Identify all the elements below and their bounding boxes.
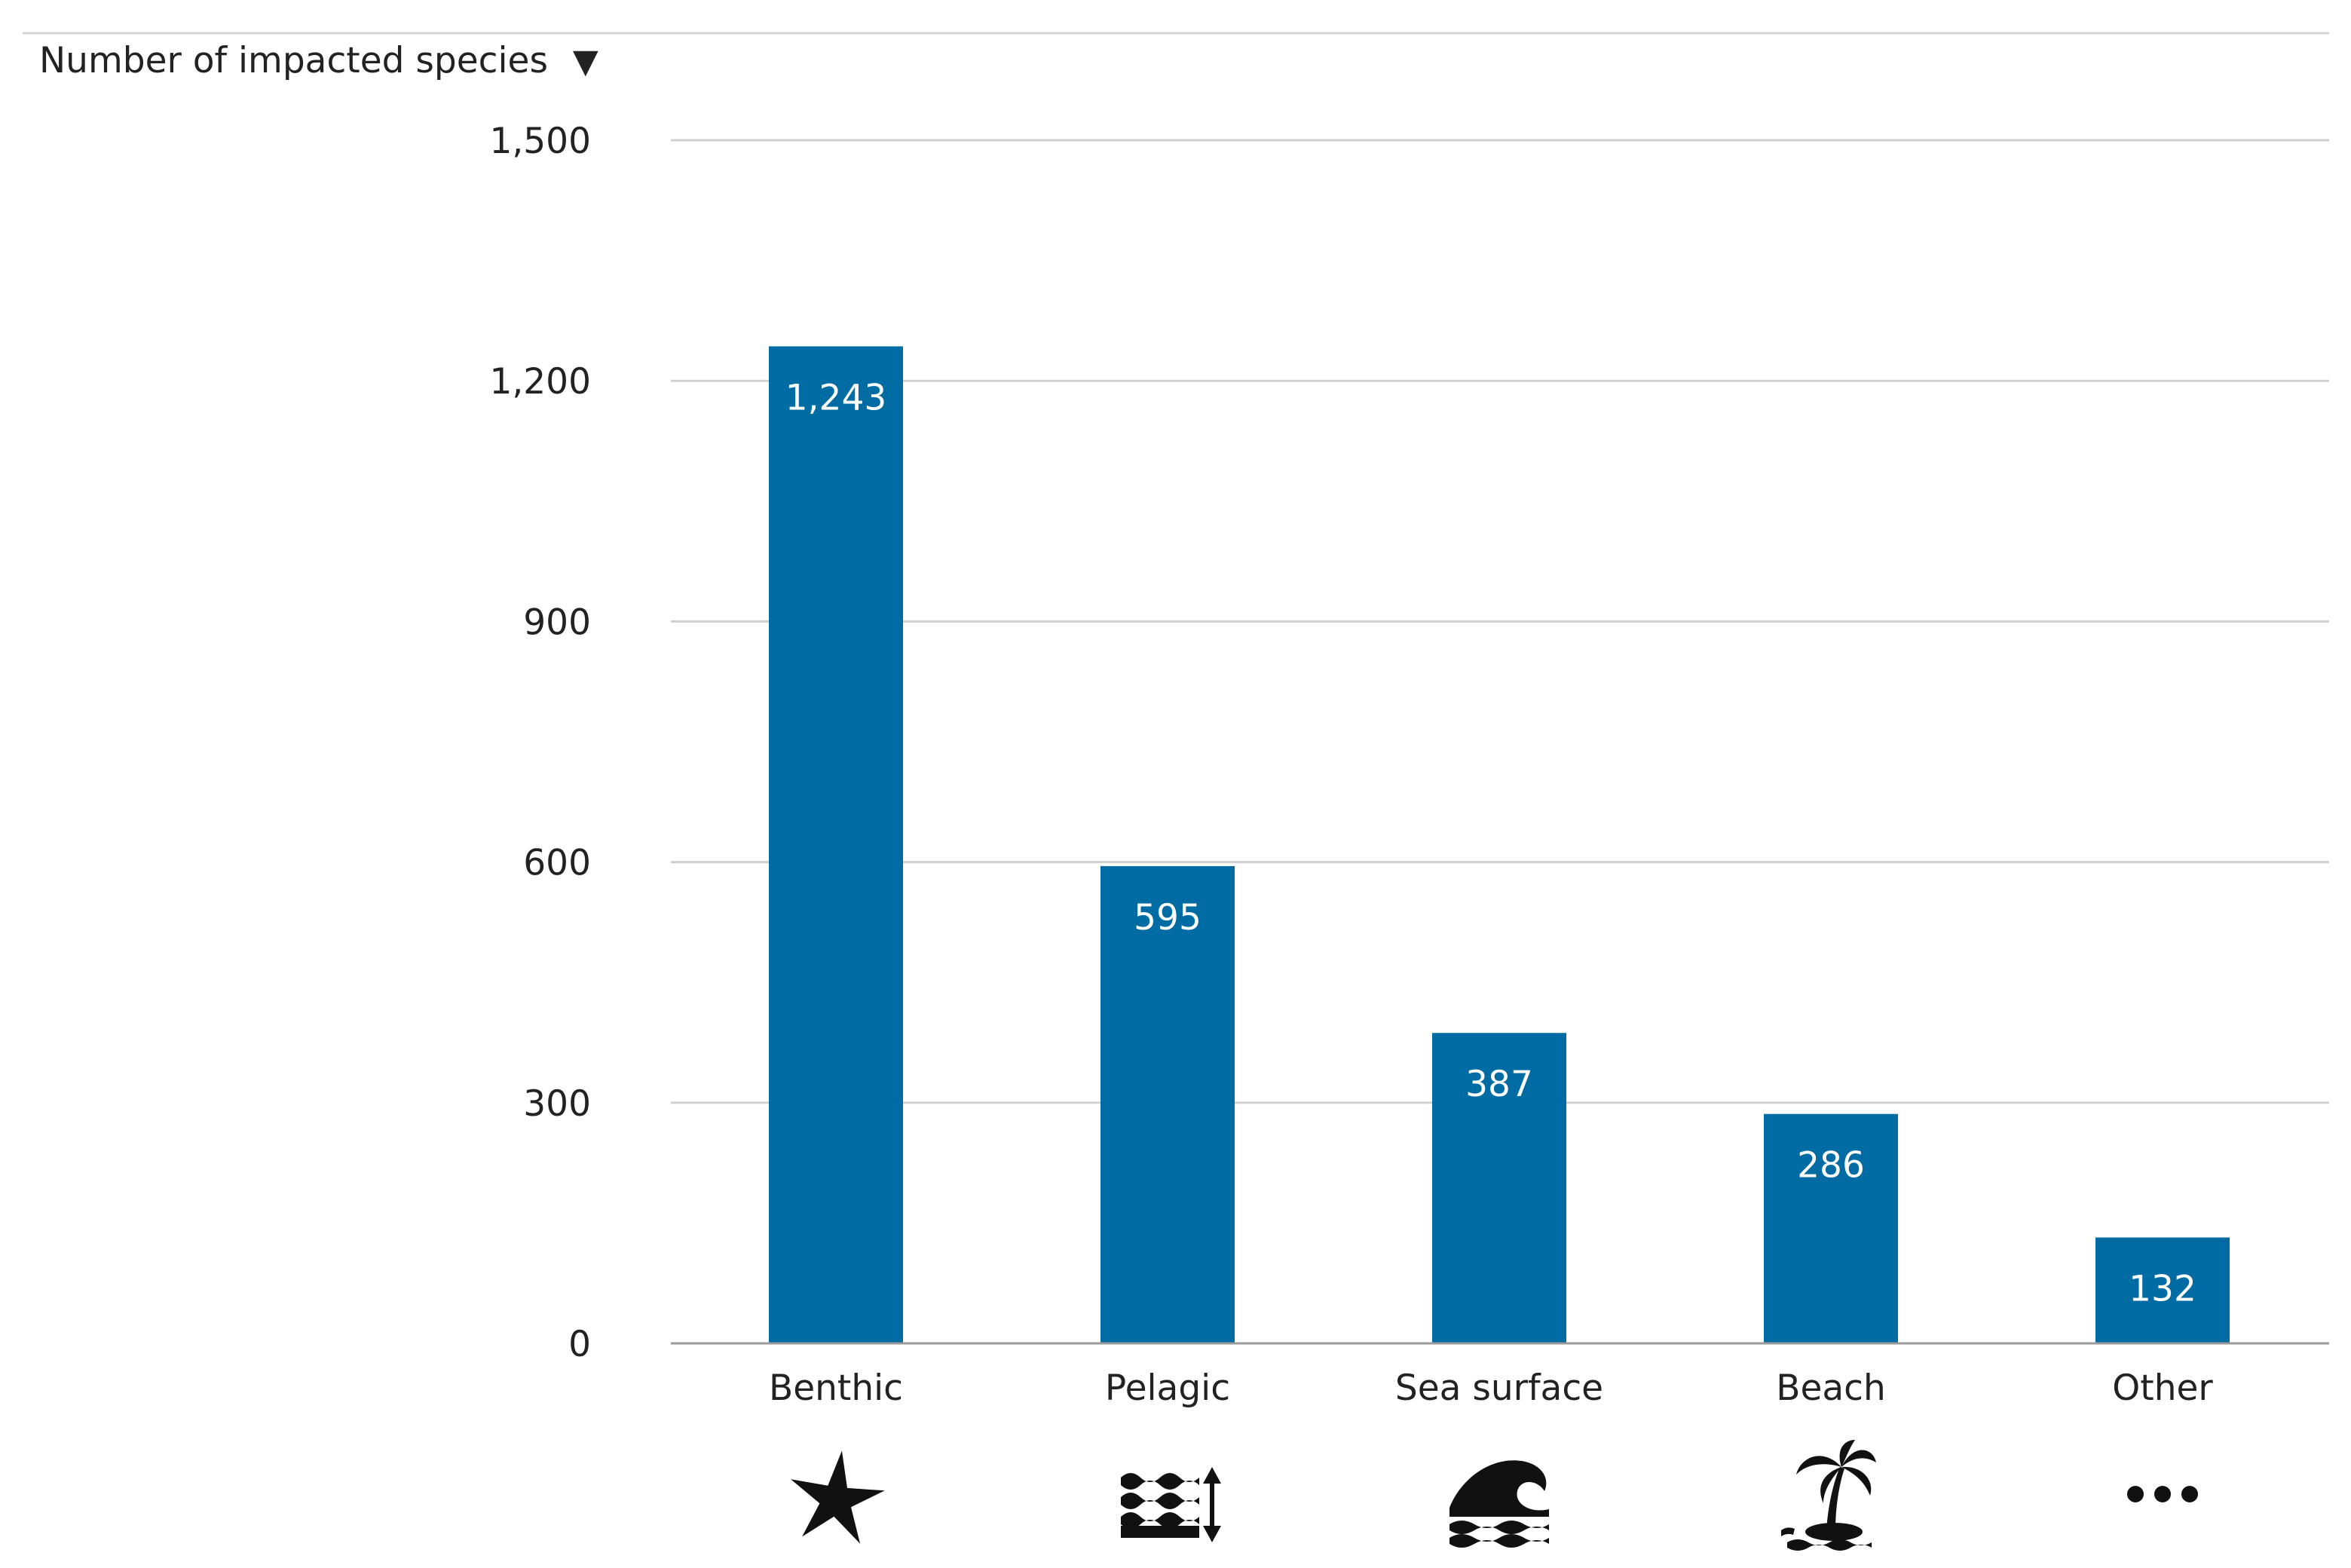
y-tick-label: 900 <box>523 602 591 643</box>
x-tick-label: Beach <box>1776 1367 1886 1409</box>
bar-pelagic[interactable] <box>1101 865 1235 1343</box>
y-tick-label: 0 <box>568 1324 591 1365</box>
y-axis-title-text: Number of impacted species <box>39 40 548 81</box>
bar-value-label: 387 <box>1465 1064 1533 1105</box>
bar-benthic[interactable] <box>769 346 903 1343</box>
y-axis-ticks: 0 300 600 900 1,200 1,500 <box>489 121 591 1365</box>
category-icons <box>791 1440 2198 1551</box>
x-tick-label: Other <box>2112 1367 2213 1409</box>
pelagic-waves-icon <box>1121 1467 1221 1542</box>
bar-value-label: 132 <box>2129 1269 2196 1310</box>
bars <box>769 346 2230 1343</box>
starfish-icon <box>791 1450 885 1544</box>
bar-sea-surface[interactable] <box>1432 1033 1566 1343</box>
bar-value-label: 1,243 <box>785 377 887 418</box>
wave-icon <box>1449 1460 1549 1548</box>
x-tick-label: Benthic <box>769 1367 903 1409</box>
palm-island-icon <box>1781 1440 1876 1551</box>
x-tick-label: Sea surface <box>1395 1367 1603 1409</box>
bar-value-label: 286 <box>1797 1145 1865 1187</box>
y-tick-label: 300 <box>523 1083 591 1125</box>
bar-value-labels: 1,243 595 387 286 132 <box>785 377 2196 1309</box>
bar-beach[interactable] <box>1764 1113 1898 1343</box>
y-tick-label: 1,200 <box>489 361 591 403</box>
y-tick-label: 1,500 <box>489 121 591 162</box>
gridlines <box>671 139 2329 1104</box>
x-tick-label: Pelagic <box>1105 1367 1230 1409</box>
ellipsis-icon <box>2127 1486 2198 1502</box>
y-tick-label: 600 <box>523 843 591 884</box>
bar-value-label: 595 <box>1134 897 1202 939</box>
bar-other[interactable] <box>2095 1237 2230 1343</box>
x-axis-ticks: Benthic Pelagic Sea surface Beach Other <box>769 1367 2213 1409</box>
y-axis-title[interactable]: Number of impacted species ▼ <box>39 40 598 81</box>
sort-marker[interactable]: ▼ <box>573 42 598 81</box>
